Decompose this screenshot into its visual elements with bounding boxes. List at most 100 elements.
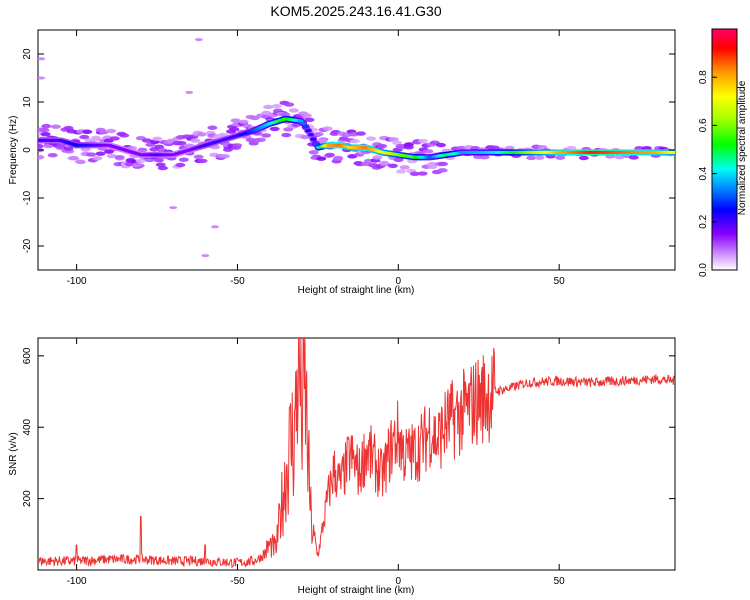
- spectral-blob: [378, 160, 389, 166]
- snr-line: [38, 338, 675, 569]
- spectral-blob: [40, 132, 51, 137]
- spectral-blob: [537, 144, 548, 150]
- spectral-blob: [387, 163, 398, 169]
- spectral-blob: [141, 138, 152, 143]
- spectral-blob: [137, 147, 148, 153]
- spectral-outlier: [38, 57, 46, 61]
- snr-panel: -100 -50 0 50 200 400 600 Height of straight l…: [8, 337, 676, 596]
- spectral-blob: [418, 138, 429, 144]
- spectral-blob: [349, 138, 360, 144]
- spectral-blob: [75, 159, 86, 165]
- spectral-blob: [271, 103, 282, 109]
- spectral-blob: [316, 156, 327, 161]
- spectral-blob: [437, 168, 448, 173]
- spectral-blob: [79, 134, 90, 140]
- x-tick-label: 0: [396, 576, 402, 587]
- snr-xlabel: Height of straight line (km): [298, 585, 415, 596]
- spectral-blob: [313, 131, 324, 137]
- snr-axes: -100 -50 0 50 200 400 600: [22, 338, 675, 587]
- spectral-blob: [175, 162, 186, 168]
- spectral-blob: [39, 127, 50, 133]
- spectral-blob: [355, 131, 366, 136]
- spectral-blob: [190, 138, 201, 143]
- x-tick-label: 50: [554, 276, 566, 287]
- spectral-blob: [301, 113, 312, 118]
- y-tick-label: 20: [22, 48, 33, 60]
- spectral-blob: [395, 143, 406, 149]
- spectral-outlier: [185, 90, 194, 94]
- spectral-blob: [399, 165, 410, 170]
- spectral-blob: [132, 162, 143, 168]
- y-tick-label: -10: [22, 190, 33, 205]
- spectrogram-ylabel: Frequency (Hz): [8, 116, 19, 185]
- y-tick-label: 0: [22, 147, 33, 153]
- spectral-blob: [95, 151, 106, 156]
- spectral-blob: [229, 127, 240, 132]
- spectral-blob: [325, 152, 336, 158]
- colorbar-tick-label: 0.0: [698, 263, 709, 277]
- spectral-blob: [178, 157, 189, 162]
- spectral-blob: [322, 126, 333, 131]
- spectral-blob: [86, 152, 97, 157]
- spectral-blob: [578, 155, 589, 161]
- spectral-blob: [43, 143, 54, 149]
- spectral-blob: [80, 147, 91, 152]
- spectral-blob: [614, 154, 625, 160]
- ridge-core: [300, 121, 307, 125]
- spectral-blob: [219, 154, 230, 159]
- colorbar-label: Normalized spectral amplitude: [737, 80, 748, 215]
- spectral-blob: [232, 143, 243, 148]
- ridge-core: [305, 129, 312, 133]
- spectral-blob: [56, 144, 67, 149]
- colorbar-tick-label: 0.2: [698, 214, 709, 228]
- snr-line-group: [38, 338, 675, 569]
- spectral-blob: [197, 158, 208, 164]
- spectral-blob: [50, 124, 61, 129]
- spectral-blob: [333, 155, 344, 161]
- spectral-blob: [157, 165, 168, 171]
- x-tick-label: 50: [554, 576, 566, 587]
- spectral-blob: [261, 110, 272, 116]
- y-tick-label: 10: [22, 96, 33, 108]
- spectral-blob: [281, 132, 292, 138]
- spectral-blob: [409, 171, 420, 176]
- spectral-blob: [135, 158, 146, 164]
- spectral-blob: [41, 123, 52, 129]
- ridge-core: [312, 142, 319, 146]
- spectral-blob: [155, 162, 166, 167]
- y-tick-label: 400: [22, 418, 33, 435]
- spectral-blob: [269, 126, 280, 132]
- spectral-blob: [38, 154, 45, 160]
- spectral-blob: [566, 145, 577, 151]
- ridge-core: [670, 150, 675, 154]
- spectral-blob: [427, 161, 438, 167]
- spectral-blob: [193, 154, 204, 160]
- colorbar-tick-label: 0.4: [698, 166, 709, 180]
- spectral-blob: [388, 137, 399, 142]
- spectral-outlier: [210, 225, 219, 229]
- spectral-blob: [372, 155, 383, 160]
- spectral-blob: [534, 155, 545, 160]
- spectrogram-xlabel: Height of straight line (km): [298, 285, 415, 296]
- spectral-blob: [92, 156, 103, 161]
- spectral-blob: [308, 150, 319, 155]
- spectral-blob: [288, 108, 299, 113]
- colorbar-gradient: [711, 28, 738, 271]
- spectral-blob: [196, 132, 207, 137]
- spectral-blob: [47, 153, 58, 158]
- y-tick-label: 200: [22, 490, 33, 507]
- spectral-blob: [63, 146, 74, 151]
- colorbar-ticks: 0.0 0.2 0.4 0.6 0.8: [698, 70, 717, 277]
- ridge-core: [310, 137, 317, 141]
- spectral-blob: [329, 131, 340, 136]
- spectral-blob: [230, 118, 241, 123]
- spectral-blob: [396, 169, 407, 174]
- spectral-blob: [114, 154, 125, 160]
- x-tick-label: -100: [67, 276, 87, 287]
- spectral-blob: [377, 143, 388, 149]
- spectral-outlier: [194, 38, 203, 42]
- spectral-blob: [283, 127, 294, 132]
- snr-ylabel: SNR (v/v): [8, 432, 19, 475]
